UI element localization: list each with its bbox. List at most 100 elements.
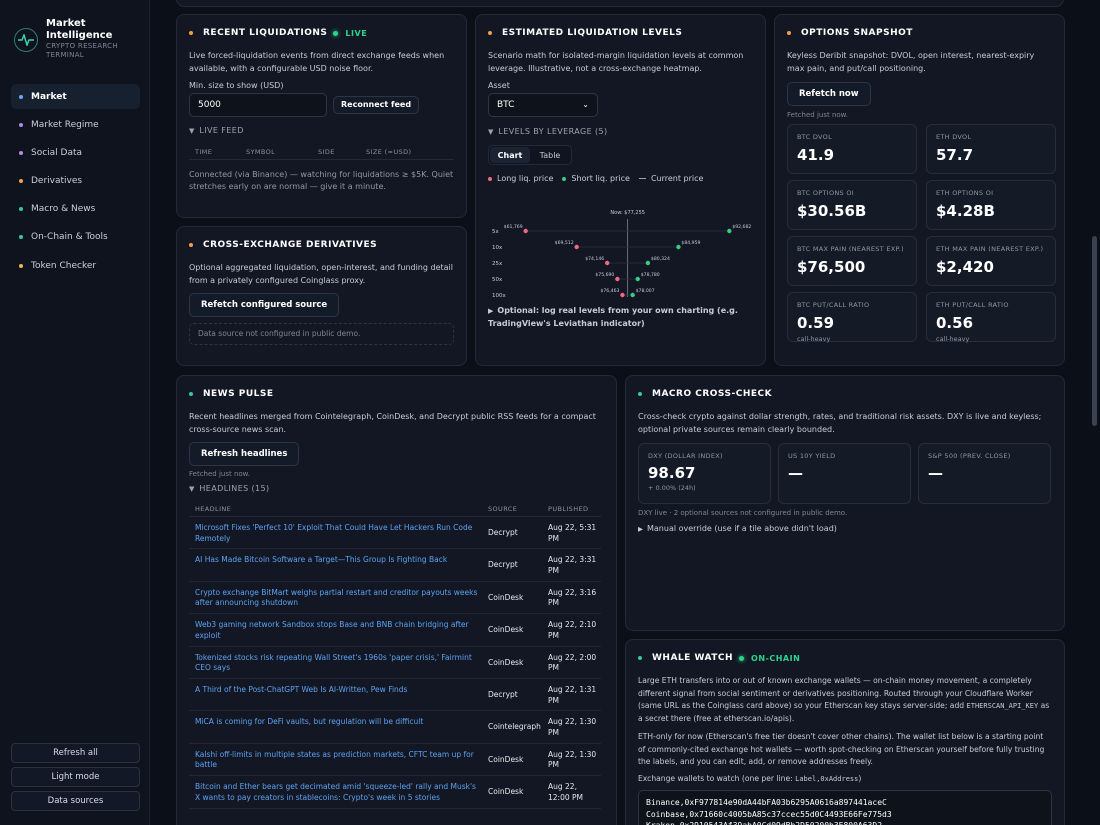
refresh-all-button[interactable]: Refresh all: [11, 743, 140, 763]
headline-published: Aug 22, 1:31 PM: [548, 685, 597, 705]
caret-down-icon: ▼: [488, 128, 494, 136]
panel-header: CROSS-EXCHANGE DERIVATIVES: [189, 238, 454, 252]
headline-published: Aug 22, 3:31 PM: [548, 555, 597, 575]
leverage-tick-label: 25x: [492, 261, 503, 267]
headline-link[interactable]: MiCA is coming for DeFi vaults, but regu…: [195, 717, 424, 727]
options-tile: ETH PUT/CALL RATIO 0.56 call-heavy: [926, 292, 1056, 343]
headline-source: CoinDesk: [488, 787, 524, 797]
tile-sub: call-heavy: [797, 335, 831, 343]
min-size-label: Min. size to show (USD): [189, 81, 284, 90]
headline-published: Aug 22, 3:16 PM: [548, 587, 597, 608]
headline-link[interactable]: A Third of the Post-ChatGPT Web Is AI-Wr…: [195, 685, 408, 694]
caret-down-icon: ▼: [189, 485, 195, 493]
point-value-label: $80,324: [651, 256, 670, 262]
panel-description: Optional aggregated liquidation, open-in…: [189, 263, 453, 285]
cross-exchange-derivatives-panel: CROSS-EXCHANGE DERIVATIVES Optional aggr…: [176, 226, 467, 366]
options-tile: ETH OPTIONS OI $4.28B: [926, 180, 1056, 230]
light-mode-button[interactable]: Light mode: [11, 767, 140, 787]
options-tile: ETH MAX PAIN (NEAREST EXP.) $2,420: [926, 236, 1056, 286]
badge-dot-icon: [739, 655, 745, 661]
headline-link[interactable]: Kalshi off-limits in multiple states as …: [195, 749, 474, 770]
legend-short: Short liq. price: [562, 174, 630, 183]
panel-title: RECENT LIQUIDATIONS: [203, 28, 328, 38]
tab-table[interactable]: Table: [539, 151, 561, 160]
panel-description: Keyless Deribit snapshot: DVOL, open int…: [787, 51, 1035, 73]
tile-label: US 10Y YIELD: [788, 452, 836, 460]
sidebar-nav: Market Market Regime Social Data Derivative…: [11, 84, 140, 281]
min-size-input[interactable]: 5000: [189, 93, 327, 117]
brand: Market Intelligence Crypto Research Term…: [14, 18, 144, 64]
headlines-toggle[interactable]: ▼ HEADLINES (15): [189, 484, 604, 494]
sidebar-item-derivatives[interactable]: Derivatives: [11, 169, 140, 194]
headline-link[interactable]: Microsoft Fixes 'Perfect 10' Exploit Tha…: [195, 523, 473, 543]
levels-count: (5): [594, 127, 608, 136]
tile-value: —: [788, 464, 803, 482]
page-scrollbar[interactable]: [1091, 0, 1098, 825]
headline-published: Aug 22, 1:30 PM: [548, 749, 597, 770]
asset-select[interactable]: BTC ⌄: [488, 93, 598, 117]
headline-link[interactable]: Bitcoin and Ether bears get decimated am…: [195, 782, 476, 802]
manual-override-toggle[interactable]: ▶ Manual override (use if a tile above di…: [638, 524, 837, 533]
tile-value: —: [928, 464, 943, 482]
wallet-line: Kraken,0x2910543Af39abA0Cd09dBb2D50200b3…: [646, 820, 1044, 825]
caret-down-icon: ▼: [189, 127, 195, 135]
levels-toggle[interactable]: ▼ LEVELS BY LEVERAGE (5): [488, 127, 753, 137]
whale-desc-part1: Large ETH transfers into or out of known…: [638, 676, 1033, 710]
brand-title: Market Intelligence: [46, 18, 113, 41]
whale-watch-panel: WHALE WATCH ON-CHAIN Large ETH transfers…: [625, 639, 1065, 825]
nav-dot-icon: [19, 263, 23, 268]
sidebar-item-market-regime[interactable]: Market Regime: [11, 112, 140, 137]
short-liq-point: [630, 292, 635, 298]
table-row: MiCA is coming for DeFi vaults, but regu…: [189, 711, 601, 744]
news-pulse-panel: NEWS PULSE Recent headlines merged from …: [176, 375, 617, 825]
refresh-headlines-button[interactable]: Refresh headlines: [189, 442, 300, 466]
headline-source: CoinDesk: [488, 657, 524, 667]
tile-value: 0.59: [797, 314, 835, 332]
feed-status: Connected (via Binance) — watching for l…: [189, 170, 454, 191]
sidebar-item-label: Token Checker: [31, 260, 97, 271]
tab-chart[interactable]: Chart: [490, 147, 530, 163]
wallets-label: Exchange wallets to watch (one per line:…: [638, 774, 1052, 783]
table-row: Crypto exchange BitMart weighs partial r…: [189, 582, 601, 615]
tile-value: 0.56: [936, 314, 974, 332]
options-snapshot-panel: OPTIONS SNAPSHOT Keyless Deribit snapsho…: [774, 14, 1065, 366]
long-liq-point: [574, 244, 579, 250]
source-note: Data source not configured in public dem…: [189, 323, 454, 345]
tile-value: $30.56B: [797, 202, 867, 220]
live-feed-toggle[interactable]: ▼ LIVE FEED: [189, 126, 454, 136]
headline-link[interactable]: Web3 gaming network Sandbox stops Base a…: [195, 620, 469, 640]
brand-subtitle: Crypto Research Terminal: [46, 42, 118, 59]
legend-long-label: Long liq. price: [497, 174, 554, 183]
headline-link[interactable]: AI Has Made Bitcoin Software a Target—Th…: [195, 555, 448, 565]
headline-link[interactable]: Crypto exchange BitMart weighs partial r…: [195, 587, 478, 608]
tile-label: ETH OPTIONS OI: [936, 189, 994, 197]
column-size-usd: SIZE (≈USD): [366, 148, 412, 156]
sidebar-item-social-data[interactable]: Social Data: [11, 140, 140, 165]
scrollbar-thumb[interactable]: [1092, 236, 1097, 426]
sidebar-item-macro-news[interactable]: Macro & News: [11, 197, 140, 222]
reconnect-feed-button[interactable]: Reconnect feed: [333, 96, 420, 114]
tile-sub: call-heavy: [936, 335, 970, 343]
sidebar-item-label: Derivatives: [31, 176, 83, 187]
macro-tile: US 10Y YIELD —: [778, 443, 911, 504]
sidebar-item-market[interactable]: Market: [11, 84, 140, 109]
refetch-now-button[interactable]: Refetch now: [787, 82, 871, 106]
optional-levels-toggle[interactable]: ▶ Optional: log real levels from your own…: [488, 305, 754, 329]
data-sources-button[interactable]: Data sources: [11, 791, 140, 811]
sidebar-item-token-checker[interactable]: Token Checker: [11, 253, 140, 278]
headline-link[interactable]: Tokenized stocks risk repeating Wall Str…: [195, 652, 472, 673]
tile-label: DXY (DOLLAR INDEX): [648, 452, 723, 460]
wallets-label-text: Exchange wallets to watch (one per line:: [638, 773, 793, 783]
nav-dot-icon: [19, 122, 23, 127]
tile-label: BTC DVOL: [797, 133, 833, 141]
refetch-configured-source-button[interactable]: Refetch configured source: [189, 293, 340, 317]
long-liq-point: [620, 292, 625, 298]
table-row: Tokenized stocks risk repeating Wall Str…: [189, 647, 601, 679]
wallets-textarea[interactable]: Binance,0xF977814e90dA44bFA03b6295A0616a…: [638, 790, 1052, 825]
sidebar: Market Intelligence Crypto Research Term…: [0, 0, 150, 825]
headline-published: Aug 22, 1:30 PM: [548, 717, 597, 737]
sidebar-item-on-chain-tools[interactable]: On-Chain & Tools: [11, 225, 140, 250]
panel-title: NEWS PULSE: [203, 389, 274, 399]
headline-published: Aug 22, 12:00 PM: [548, 782, 583, 802]
